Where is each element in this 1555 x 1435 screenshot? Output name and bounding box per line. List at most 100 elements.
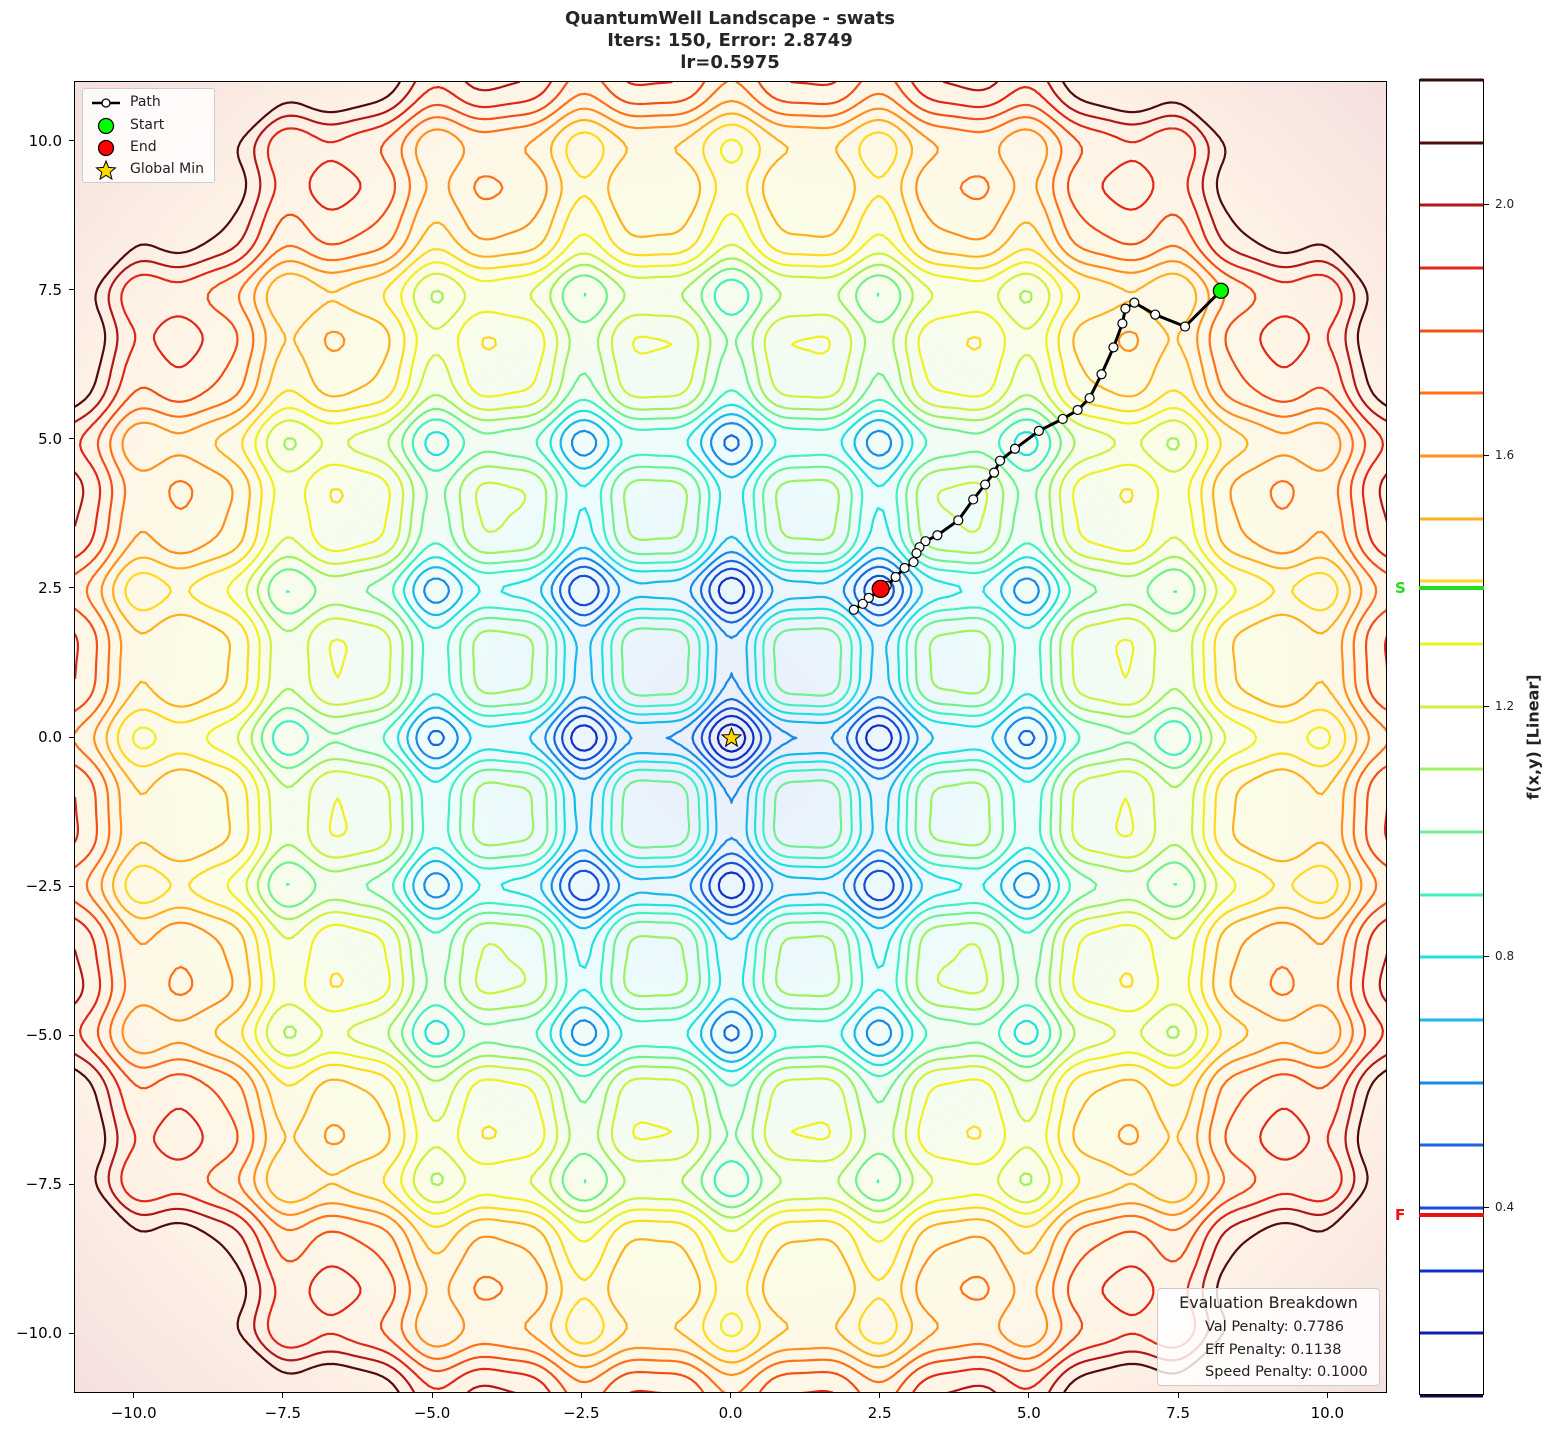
colorbar-level-line xyxy=(1420,266,1483,270)
path-point xyxy=(1072,404,1083,416)
x-tick xyxy=(730,1393,731,1398)
path-point xyxy=(968,494,979,505)
y-tick-label: −2.5 xyxy=(25,877,62,896)
path-point xyxy=(908,556,919,568)
colorbar xyxy=(1419,78,1484,1398)
colorbar-tick-label: 0.8 xyxy=(1495,949,1515,964)
path-point xyxy=(932,530,943,541)
path-point xyxy=(899,562,910,574)
colorbar-level-line xyxy=(1420,141,1483,145)
colorbar-level-line xyxy=(1420,767,1483,771)
x-tick xyxy=(1028,1393,1030,1398)
x-tick-label: −2.5 xyxy=(563,1404,600,1422)
path-point xyxy=(1057,413,1068,425)
colorbar-tick xyxy=(1484,956,1489,958)
colorbar-level-line xyxy=(1420,893,1483,897)
y-tick xyxy=(69,140,74,142)
y-tick-label: −5.0 xyxy=(25,1026,62,1045)
path-point xyxy=(857,598,868,609)
y-tick-label: −10.0 xyxy=(16,1324,62,1343)
colorbar-level-line xyxy=(1420,78,1483,82)
legend-item-start: Start xyxy=(83,115,214,137)
colorbar-level-line xyxy=(1420,1394,1483,1398)
start-marker-icon xyxy=(97,117,115,135)
colorbar-level-line xyxy=(1420,1081,1483,1085)
colorbar-level-line xyxy=(1420,391,1483,395)
y-tick-label: 7.5 xyxy=(38,280,62,299)
path-point xyxy=(911,548,922,559)
y-tick-label: −7.5 xyxy=(25,1175,62,1194)
path-point xyxy=(994,455,1006,466)
colorbar-tick-label: 1.2 xyxy=(1495,698,1515,713)
path-point xyxy=(890,571,901,583)
y-tick xyxy=(69,1332,74,1334)
colorbar-level-line xyxy=(1420,1206,1483,1210)
eff-penalty: Eff Penalty: 0.1138 xyxy=(1205,1342,1342,1358)
colorbar-level-line xyxy=(1420,1331,1483,1335)
x-tick xyxy=(133,1393,135,1398)
legend-item-path: Path xyxy=(83,92,214,114)
chart-title: QuantumWell Landscape - swats Iters: 150… xyxy=(380,8,1080,74)
colorbar-tick xyxy=(1484,455,1489,456)
path-point xyxy=(980,479,991,490)
colorbar-tick-label: 0.4 xyxy=(1495,1200,1515,1214)
legend: Path Start End Global Min xyxy=(82,88,215,183)
contour-lines xyxy=(75,82,1386,1392)
colorbar-level-line xyxy=(1420,955,1483,959)
y-tick xyxy=(69,438,74,440)
x-tick-label: 2.5 xyxy=(867,1404,892,1422)
y-tick-label: 2.5 xyxy=(38,578,62,597)
star-icon xyxy=(95,159,117,181)
colorbar-tick-label: 1.6 xyxy=(1495,448,1515,462)
x-tick xyxy=(1177,1393,1179,1398)
colorbar-level-line xyxy=(1420,1143,1483,1147)
colorbar-level-line xyxy=(1420,830,1483,834)
contour-plot xyxy=(75,82,1386,1392)
x-tick xyxy=(580,1393,582,1398)
colorbar-level-line xyxy=(1420,642,1483,646)
path-point xyxy=(863,592,874,603)
colorbar-label: f(x,y) [Linear] xyxy=(1523,674,1543,800)
x-tick xyxy=(879,1393,881,1398)
legend-label-global-min: Global Min xyxy=(130,161,204,177)
colorbar-level-line xyxy=(1420,329,1483,333)
legend-item-end: End xyxy=(83,137,214,159)
evaluation-title: Evaluation Breakdown xyxy=(1179,1293,1358,1312)
global-min-star-icon xyxy=(720,726,743,748)
end-marker xyxy=(871,579,890,599)
legend-label-path: Path xyxy=(130,94,161,110)
x-tick-label: 10.0 xyxy=(1310,1404,1345,1422)
colorbar-level-line xyxy=(1420,579,1483,583)
title-line-2: Iters: 150, Error: 2.8749 xyxy=(607,30,853,51)
path-point xyxy=(848,604,859,615)
colorbar-level-line xyxy=(1420,454,1483,458)
colorbar-marker-s-label: S xyxy=(1395,579,1406,597)
colorbar-tick xyxy=(1484,204,1489,206)
colorbar-marker-f-line xyxy=(1419,1213,1484,1217)
path-point xyxy=(1009,443,1021,454)
y-tick-label: 5.0 xyxy=(38,429,62,448)
path-point xyxy=(1108,342,1119,353)
title-line-1: QuantumWell Landscape - swats xyxy=(564,8,896,29)
y-tick xyxy=(69,736,74,738)
end-marker-icon xyxy=(97,139,115,157)
path-point xyxy=(1033,425,1044,436)
x-tick-label: 5.0 xyxy=(1016,1404,1041,1422)
colorbar-marker-s-line xyxy=(1419,586,1484,590)
x-tick-label: −7.5 xyxy=(264,1404,302,1422)
x-tick xyxy=(282,1393,284,1398)
path-point xyxy=(1179,321,1191,332)
x-tick xyxy=(1326,1393,1328,1398)
colorbar-tick-label: 2.0 xyxy=(1495,197,1515,212)
path-point xyxy=(1120,303,1131,314)
colorbar-tick xyxy=(1484,1207,1489,1208)
colorbar-marker-f-label: F xyxy=(1395,1206,1406,1224)
title-line-3: lr=0.5975 xyxy=(680,52,780,73)
colorbar-level-line xyxy=(1420,1269,1483,1273)
path-point xyxy=(1096,369,1107,380)
evaluation-breakdown-box: Evaluation Breakdown Val Penalty: 0.7786… xyxy=(1157,1288,1380,1386)
x-tick xyxy=(431,1393,433,1398)
colorbar-level-line xyxy=(1420,705,1483,709)
colorbar-level-line xyxy=(1420,1018,1483,1022)
y-tick-label: 10.0 xyxy=(28,131,62,150)
